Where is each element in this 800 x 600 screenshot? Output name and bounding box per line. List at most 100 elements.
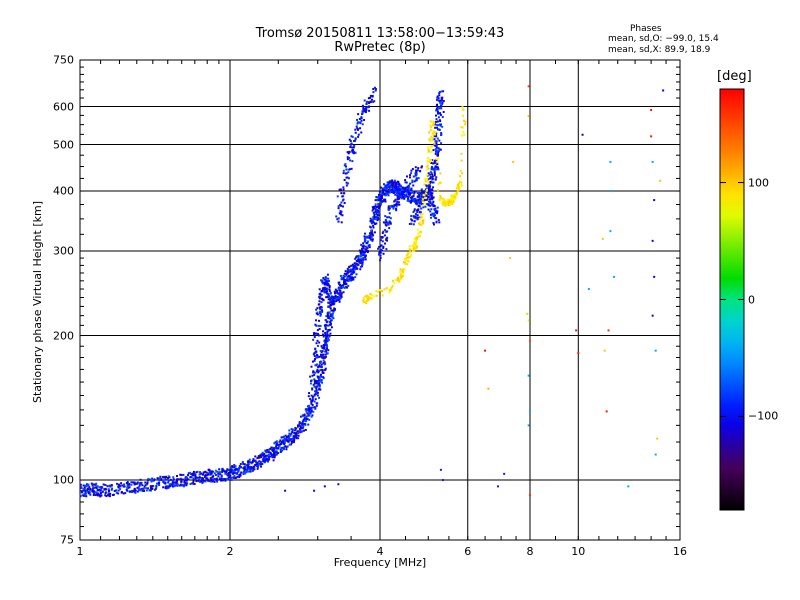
echo-point xyxy=(352,278,355,281)
echo-point xyxy=(310,365,313,368)
echo-point xyxy=(315,342,318,345)
echo-point xyxy=(349,275,352,278)
echo-point xyxy=(374,199,377,202)
echo-point xyxy=(163,479,166,482)
echo-point xyxy=(90,482,93,485)
echo-point xyxy=(270,446,273,449)
echo-point xyxy=(406,253,409,256)
echo-point xyxy=(350,135,353,138)
echo-point xyxy=(378,251,381,254)
echo-point xyxy=(279,448,282,451)
echo-point xyxy=(352,270,355,273)
echo-point xyxy=(285,436,288,439)
echo-point xyxy=(257,455,260,458)
echo-point xyxy=(195,480,198,483)
echo-point xyxy=(397,185,400,188)
echo-point xyxy=(317,344,320,347)
echo-point xyxy=(461,107,464,110)
echo-point xyxy=(366,297,369,300)
echo-point xyxy=(430,145,433,148)
echo-point xyxy=(175,481,178,484)
echo-point xyxy=(262,454,265,457)
echo-point xyxy=(305,410,308,413)
echo-point xyxy=(365,107,368,110)
echo-point xyxy=(290,440,293,443)
echo-point xyxy=(427,203,430,206)
echo-point xyxy=(607,329,610,332)
echo-point xyxy=(409,188,412,191)
echo-point xyxy=(350,270,353,273)
echo-point xyxy=(393,204,396,207)
echo-point xyxy=(420,216,423,219)
echo-point xyxy=(272,452,275,455)
echo-point xyxy=(313,393,316,396)
echo-point xyxy=(435,168,438,171)
echo-point xyxy=(315,404,318,407)
echo-point xyxy=(200,472,203,475)
echo-point xyxy=(343,283,346,286)
echo-point xyxy=(129,490,132,493)
echo-point xyxy=(132,481,135,484)
echo-point xyxy=(503,472,506,475)
echo-point xyxy=(450,200,453,203)
echo-point xyxy=(439,181,442,184)
echo-point xyxy=(287,439,290,442)
echo-point xyxy=(287,440,290,443)
echo-point xyxy=(429,210,432,213)
echo-point xyxy=(651,314,654,317)
echo-point xyxy=(80,491,83,494)
echo-point xyxy=(364,236,367,239)
echo-point xyxy=(356,260,359,263)
echo-point xyxy=(605,410,608,413)
echo-point xyxy=(401,186,404,189)
echo-point xyxy=(377,209,380,212)
echo-point xyxy=(80,486,83,489)
echo-point xyxy=(218,471,221,474)
echo-point xyxy=(355,273,358,276)
echo-point xyxy=(360,131,363,134)
echo-point xyxy=(329,315,332,318)
echo-point xyxy=(365,299,368,302)
echo-point xyxy=(427,208,430,211)
echo-point xyxy=(373,86,376,89)
echo-point xyxy=(327,301,330,304)
echo-point xyxy=(391,279,394,282)
echo-point xyxy=(385,187,388,190)
echo-point xyxy=(233,464,236,467)
echo-point xyxy=(329,291,332,294)
echo-point xyxy=(394,203,397,206)
echo-point xyxy=(281,436,284,439)
echo-point xyxy=(331,302,334,305)
echo-point xyxy=(462,130,465,133)
echo-point xyxy=(389,182,392,185)
y-tick-label: 600 xyxy=(53,100,74,114)
echo-point xyxy=(455,194,458,197)
echo-point xyxy=(322,359,325,362)
echo-point xyxy=(121,484,124,487)
echo-point xyxy=(220,478,223,481)
echo-point xyxy=(162,486,165,489)
echo-point xyxy=(327,280,330,283)
echo-point xyxy=(414,215,417,218)
echo-point xyxy=(319,373,322,376)
echo-point xyxy=(282,439,285,442)
echo-point xyxy=(245,470,248,473)
echo-point xyxy=(431,198,434,201)
echo-point xyxy=(397,279,400,282)
echo-point xyxy=(331,303,334,306)
echo-point xyxy=(439,113,442,116)
echo-point xyxy=(364,254,367,257)
echo-point xyxy=(338,298,341,301)
echo-point xyxy=(242,462,245,465)
echo-point xyxy=(375,209,378,212)
echo-point xyxy=(398,183,401,186)
echo-point xyxy=(387,205,390,208)
echo-point xyxy=(438,119,441,122)
echo-point xyxy=(414,172,417,175)
echo-point xyxy=(433,170,436,173)
echo-point xyxy=(226,469,229,472)
echo-point xyxy=(291,428,294,431)
echo-point xyxy=(415,200,418,203)
echo-point xyxy=(383,187,386,190)
echo-point xyxy=(613,275,616,278)
